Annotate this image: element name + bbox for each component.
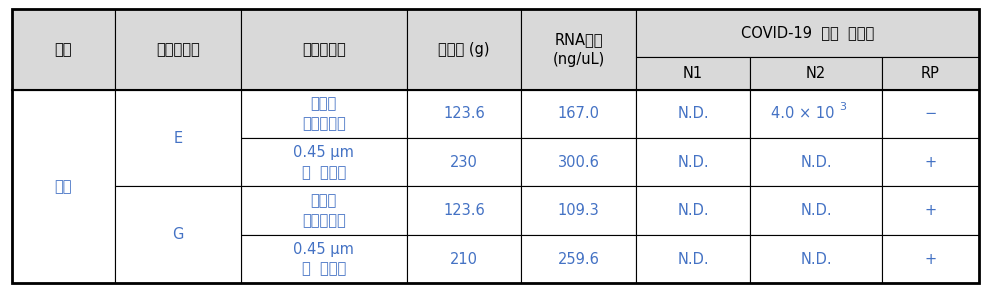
Bar [115, 235, 241, 283]
Text: G: G [172, 227, 183, 242]
Bar [115, 138, 241, 187]
Text: RNA농도
(ng/uL): RNA농도 (ng/uL) [552, 32, 605, 67]
Bar [635, 235, 750, 283]
Text: 210: 210 [450, 251, 478, 267]
Bar [241, 187, 406, 235]
Text: N.D.: N.D. [677, 203, 709, 218]
Bar [882, 138, 979, 187]
Bar [115, 90, 241, 187]
Bar [12, 187, 115, 235]
Bar [12, 235, 115, 283]
Text: COVID-19  관련  유전자: COVID-19 관련 유전자 [741, 25, 874, 40]
Bar [635, 187, 750, 235]
Text: 4.0 × 10: 4.0 × 10 [771, 106, 834, 121]
Bar [115, 187, 241, 283]
Bar [12, 9, 115, 90]
Bar [750, 138, 882, 187]
Bar [241, 138, 406, 187]
Text: 초고속
원심분리법: 초고속 원심분리법 [302, 193, 346, 228]
Text: +: + [925, 251, 936, 267]
Bar [521, 235, 635, 283]
Bar [12, 90, 115, 138]
Bar [115, 9, 241, 90]
Text: +: + [925, 155, 936, 170]
Text: N.D.: N.D. [677, 251, 709, 267]
Bar [750, 235, 882, 283]
Text: 259.6: 259.6 [558, 251, 600, 267]
Bar [406, 90, 521, 138]
Text: 0.45 μm
막  여과법: 0.45 μm 막 여과법 [293, 242, 354, 277]
Bar [406, 138, 521, 187]
Text: +: + [925, 203, 936, 218]
Bar [521, 9, 635, 90]
Bar [882, 187, 979, 235]
Text: −: − [925, 106, 936, 121]
Bar [12, 90, 115, 283]
Text: N2: N2 [806, 66, 826, 81]
Bar [750, 57, 882, 90]
Text: N.D.: N.D. [800, 155, 831, 170]
Bar [241, 90, 406, 138]
Text: 123.6: 123.6 [443, 106, 485, 121]
Text: 하수처리장: 하수처리장 [156, 42, 200, 57]
Bar [750, 90, 882, 138]
Bar [241, 235, 406, 283]
Text: 123.6: 123.6 [443, 203, 485, 218]
Bar [882, 235, 979, 283]
Bar [12, 138, 115, 187]
Bar [406, 9, 521, 90]
Text: 230: 230 [450, 155, 478, 170]
Bar [115, 187, 241, 235]
Bar [521, 138, 635, 187]
Bar [635, 9, 979, 57]
Bar [406, 187, 521, 235]
Bar [635, 57, 750, 90]
Bar [750, 187, 882, 235]
Text: 초고속
원심분리법: 초고속 원심분리법 [302, 97, 346, 131]
Text: N.D.: N.D. [677, 106, 709, 121]
Text: RP: RP [921, 66, 939, 81]
Bar [521, 187, 635, 235]
Text: 대구: 대구 [55, 179, 72, 194]
Text: E: E [173, 131, 182, 146]
Bar [521, 90, 635, 138]
Text: N.D.: N.D. [800, 251, 831, 267]
Text: 109.3: 109.3 [558, 203, 600, 218]
Text: N.D.: N.D. [800, 203, 831, 218]
Text: N.D.: N.D. [677, 155, 709, 170]
Text: 3: 3 [839, 102, 846, 112]
Bar [635, 90, 750, 138]
Text: 전처리방법: 전처리방법 [302, 42, 346, 57]
Text: 300.6: 300.6 [558, 155, 600, 170]
Bar [635, 138, 750, 187]
Bar [241, 9, 406, 90]
Text: N1: N1 [683, 66, 703, 81]
Text: 167.0: 167.0 [558, 106, 600, 121]
Text: 유입수 (g): 유입수 (g) [438, 42, 490, 57]
Bar [882, 57, 979, 90]
Text: 지역: 지역 [55, 42, 72, 57]
Bar [406, 235, 521, 283]
Bar [115, 90, 241, 138]
Bar [882, 90, 979, 138]
Text: 0.45 μm
막  여과법: 0.45 μm 막 여과법 [293, 145, 354, 180]
